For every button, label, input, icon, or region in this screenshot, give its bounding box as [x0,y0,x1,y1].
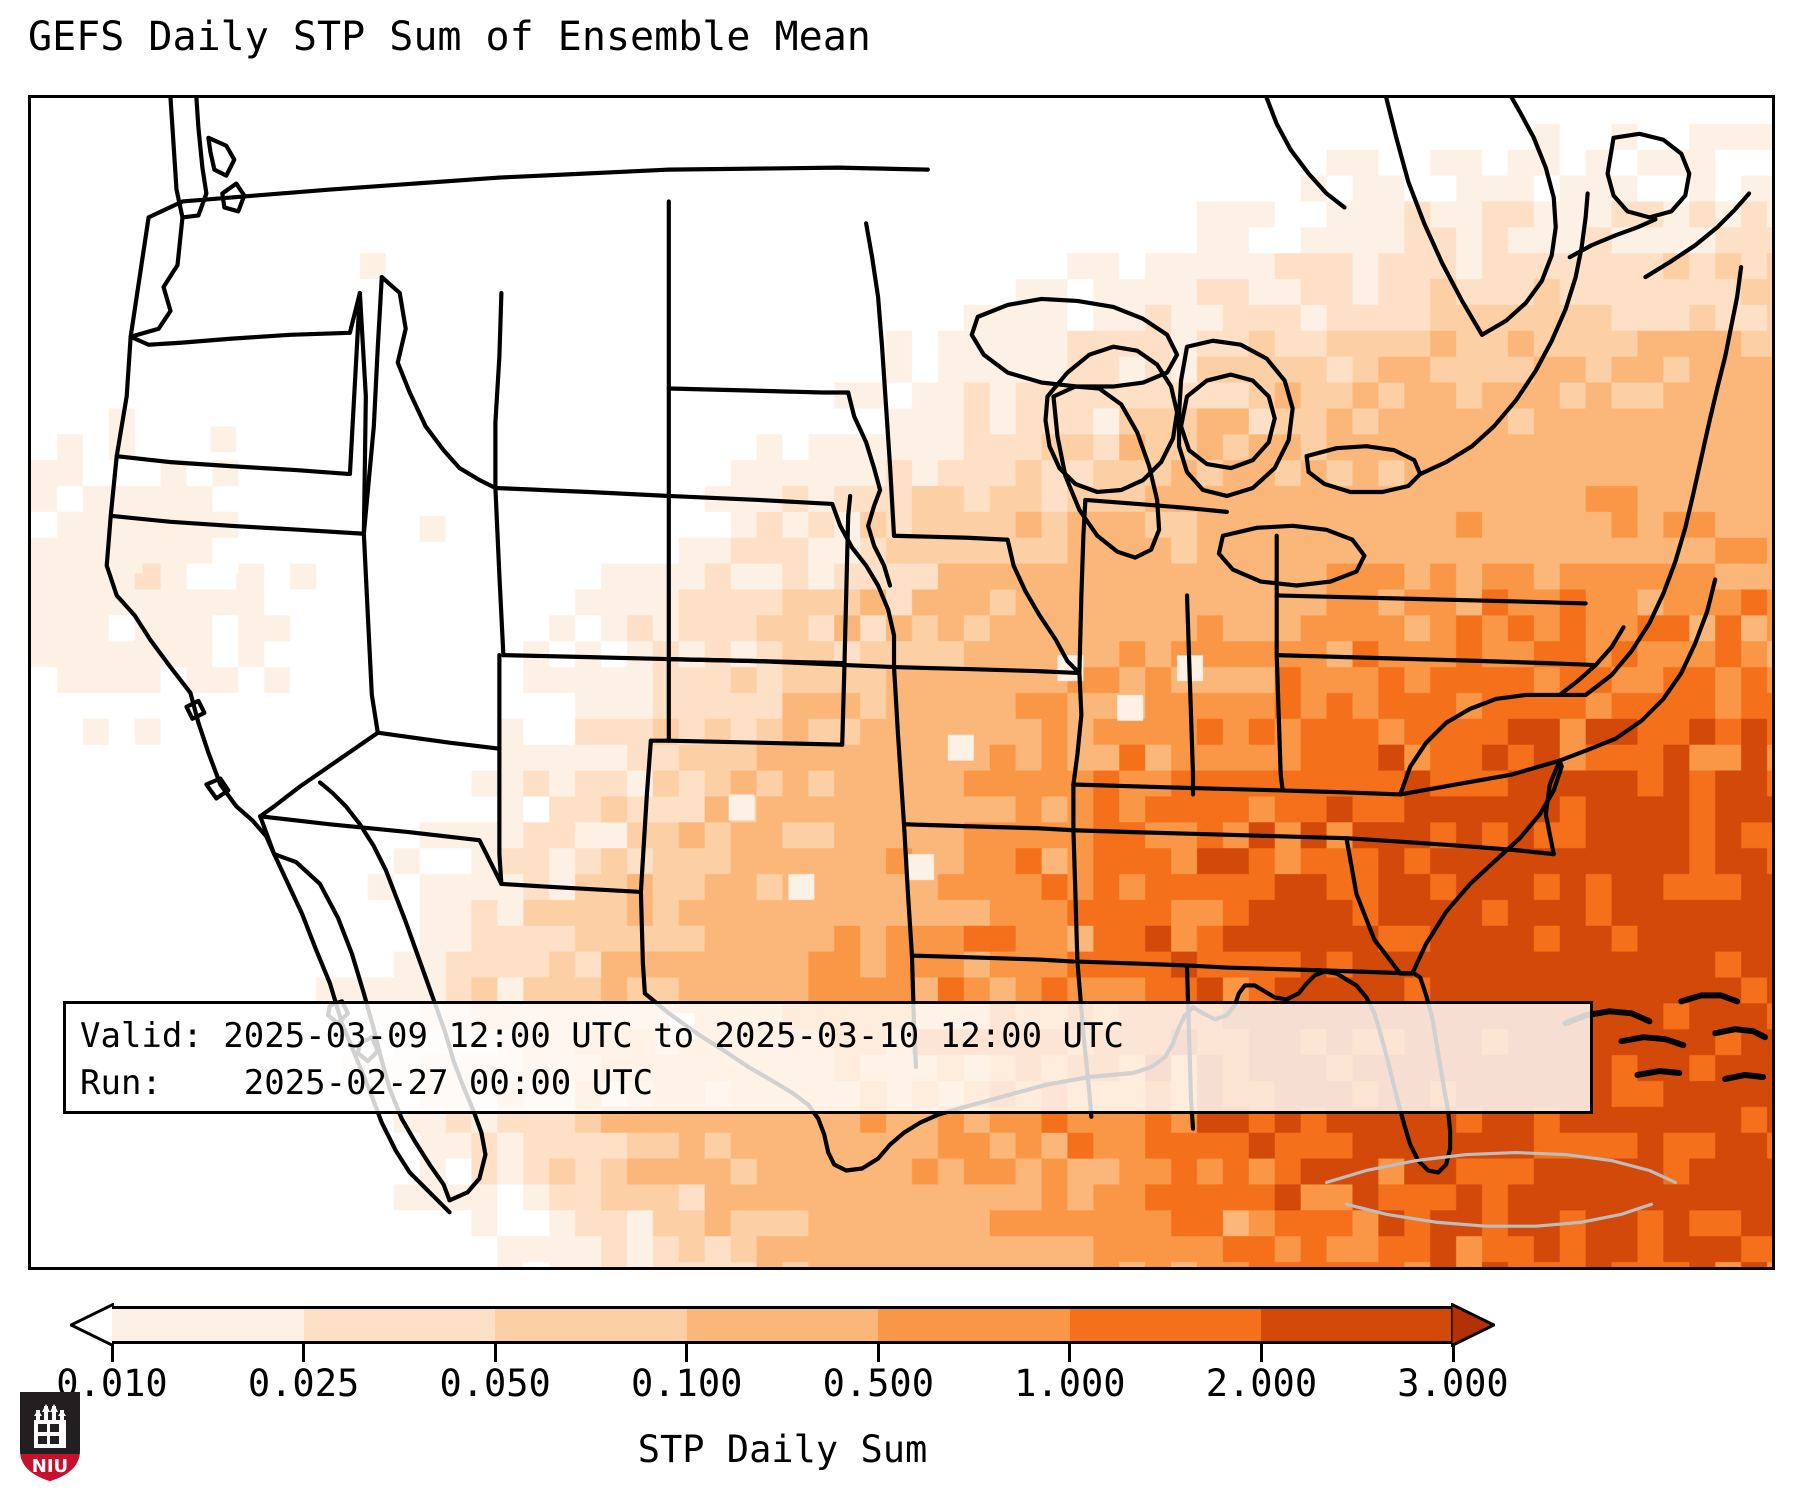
colorbar-segment-1 [303,1309,496,1341]
valid-time-line: Valid: 2025-03-09 12:00 UTC to 2025-03-1… [80,1016,1124,1056]
colorbar-segment-6 [1261,1309,1454,1341]
colorbar-tick-label-5: 1.000 [1014,1362,1126,1405]
page-title: GEFS Daily STP Sum of Ensemble Mean [28,14,871,60]
colorbar-tick-5 [1068,1344,1072,1362]
colorbar-tick-3 [685,1344,689,1362]
colorbar-tick-0 [110,1344,114,1362]
colorbar-track [70,1303,1495,1347]
colorbar-tick-label-2: 0.050 [439,1362,551,1405]
colorbar-tick-label-7: 3.000 [1397,1362,1509,1405]
colorbar-over-cap [1451,1303,1495,1347]
niu-logo-text: NIU [32,1456,68,1477]
colorbar-under-cap [70,1303,114,1347]
colorbar-segment-3 [686,1309,879,1341]
colorbar-tick-1 [302,1344,306,1362]
colorbar-segments [112,1306,1454,1344]
colorbar-tick-label-4: 0.500 [822,1362,934,1405]
geography-overlay [104,98,1769,1228]
colorbar-tick-4 [876,1344,880,1362]
colorbar-segment-0 [112,1309,304,1341]
colorbar-tick-labels: 0.010 0.025 0.050 0.100 0.500 1.000 2.000 3.000 [56,1362,1508,1408]
run-time-line: Run: 2025-02-27 00:00 UTC [80,1063,654,1103]
colorbar-axis-label: STP Daily Sum [637,1428,928,1471]
map-frame: Valid: 2025-03-09 12:00 UTC to 2025-03-1… [28,95,1775,1270]
colorbar: 0.010 0.025 0.050 0.100 0.500 1.000 2.000 3.000… [0,1300,1803,1500]
colorbar-segment-4 [878,1309,1070,1341]
valid-run-info-box: Valid: 2025-03-09 12:00 UTC to 2025-03-1… [63,1001,1593,1114]
colorbar-ticks [70,1344,1495,1362]
colorbar-tick-6 [1259,1344,1263,1362]
niu-logo: NIU [20,1392,80,1481]
colorbar-tick-7 [1451,1344,1455,1362]
colorbar-tick-label-6: 2.000 [1205,1362,1318,1405]
colorbar-segment-2 [495,1309,687,1341]
colorbar-tick-2 [493,1344,497,1362]
colorbar-segment-5 [1069,1309,1262,1341]
colorbar-tick-label-1: 0.025 [247,1362,360,1405]
colorbar-tick-label-3: 0.100 [631,1362,743,1405]
